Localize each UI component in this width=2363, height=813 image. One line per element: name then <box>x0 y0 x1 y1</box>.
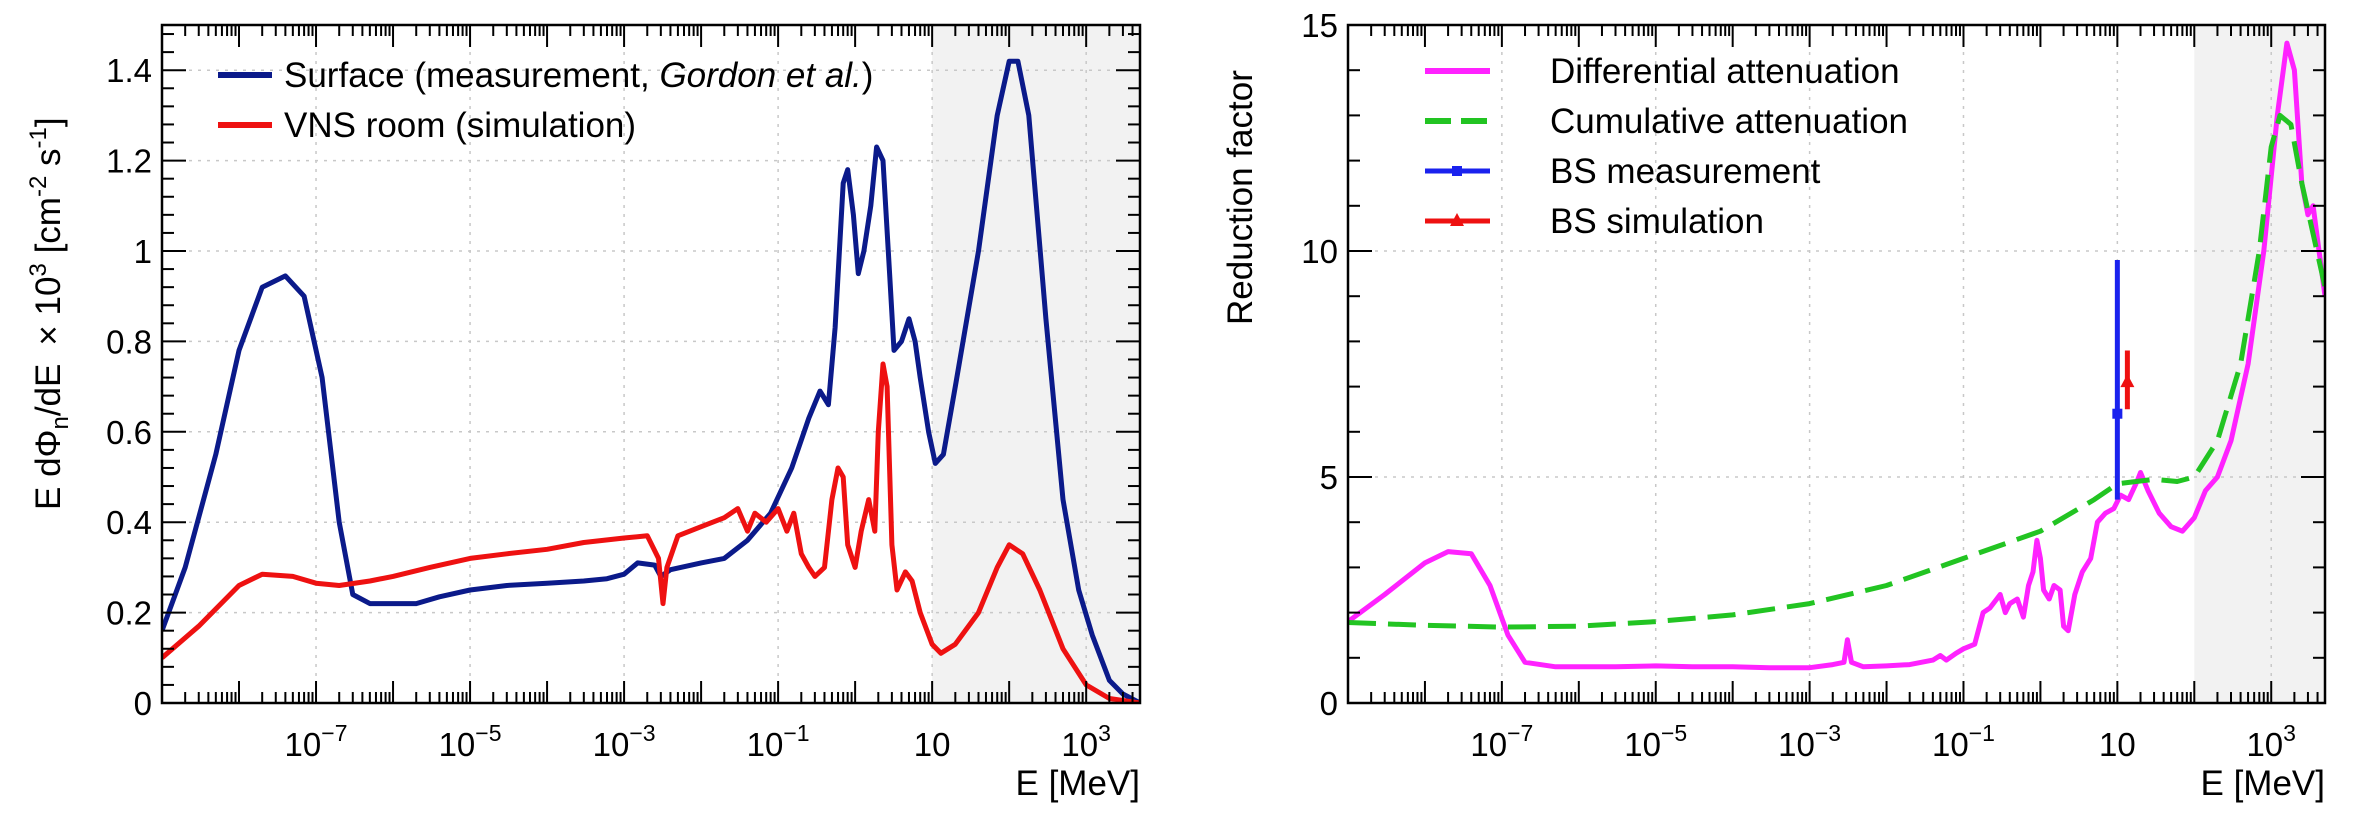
legend-label-differential: Differential attenuation <box>1550 52 1900 91</box>
x-tick-label: 103 <box>1061 720 1111 763</box>
series-line-0 <box>1348 40 2325 671</box>
x-tick-label: 10−3 <box>1778 720 1841 763</box>
plot-frame <box>1346 23 2327 705</box>
y-tick-labels: 0 0.2 0.4 0.6 0.8 1 1.2 1.4 <box>106 52 152 722</box>
x-tick-labels: 10−7 10−5 10−3 10−1 10 103 <box>1470 720 2296 763</box>
series-line-1 <box>162 361 1140 703</box>
left-chart-panel: 10−7 10−5 10−3 10−1 10 103 0 0.2 0.4 0.6 0.8 1 1.2 1… <box>25 23 1142 803</box>
x-tick-label: 10−5 <box>439 720 502 763</box>
legend-label-cumulative: Cumulative attenuation <box>1550 102 1908 141</box>
y-tick-label: 0 <box>134 685 152 722</box>
y-tick-label: 5 <box>1320 459 1338 496</box>
x-tick-label: 103 <box>2246 720 2296 763</box>
legend: Surface (measurement, Gordon et al.) VNS… <box>218 56 873 145</box>
x-tick-label: 10−7 <box>1470 720 1533 763</box>
x-tick-label: 10−3 <box>593 720 656 763</box>
high-energy-shaded-region <box>932 25 1140 703</box>
y-tick-label: 0.6 <box>106 414 152 451</box>
x-tick-label: 10−1 <box>1932 720 1995 763</box>
legend-label-bs-simulation: BS simulation <box>1550 202 1764 241</box>
axis-ticks <box>161 25 1141 704</box>
y-tick-label: 1.2 <box>106 143 152 180</box>
x-tick-label: 10 <box>914 726 951 763</box>
y-axis-title: E dΦn/dE× 103 [cm-2 s-1] <box>25 117 74 510</box>
x-tick-label: 10 <box>2099 726 2136 763</box>
series-group <box>162 58 1140 703</box>
high-energy-shaded-region <box>2194 25 2325 703</box>
y-tick-labels: 0 5 10 15 <box>1301 7 1338 722</box>
y-tick-label: 10 <box>1301 233 1338 270</box>
bs-measurement-marker <box>2112 408 2123 419</box>
y-tick-label: 1 <box>134 233 152 270</box>
legend-label-surface: Surface (measurement, Gordon et al.) <box>284 56 873 95</box>
series-line-0 <box>162 58 1140 703</box>
series-group <box>1348 40 2325 671</box>
y-tick-label: 0.2 <box>106 595 152 632</box>
legend-label-bs-measurement: BS measurement <box>1550 152 1821 191</box>
plot-frame <box>160 23 1142 705</box>
x-tick-labels: 10−7 10−5 10−3 10−1 10 103 <box>285 720 1111 763</box>
legend-label-vns: VNS room (simulation) <box>284 106 636 145</box>
bs-simulation-marker <box>2120 374 2135 388</box>
x-axis-title: E [MeV] <box>2201 764 2325 803</box>
right-chart-panel: 10−7 10−5 10−3 10−1 10 103 0 5 10 15 E [MeV] Red… <box>1221 7 2327 803</box>
series-line-1 <box>1348 112 2325 630</box>
legend-marker-square <box>1452 166 1462 176</box>
y-tick-label: 0 <box>1320 685 1338 722</box>
y-axis-title: Reduction factor <box>1221 70 1260 325</box>
y-tick-label: 1.4 <box>106 52 152 89</box>
x-tick-label: 10−5 <box>1624 720 1687 763</box>
x-tick-label: 10−1 <box>747 720 810 763</box>
legend-marker-triangle <box>1450 213 1464 226</box>
grid-lines <box>162 25 1140 703</box>
y-tick-label: 15 <box>1301 7 1338 44</box>
y-tick-label: 0.4 <box>106 504 152 541</box>
legend: Differential attenuation Cumulative atte… <box>1425 52 1908 241</box>
axis-ticks <box>1347 24 2326 704</box>
x-tick-label: 10−7 <box>285 720 348 763</box>
y-tick-label: 0.8 <box>106 323 152 360</box>
x-axis-title: E [MeV] <box>1016 764 1140 803</box>
bs-points-group <box>2112 260 2135 500</box>
